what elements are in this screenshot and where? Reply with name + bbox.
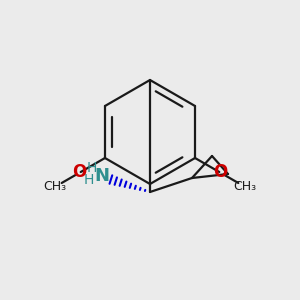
Text: H: H <box>84 173 94 187</box>
Text: N: N <box>94 167 110 185</box>
Text: CH₃: CH₃ <box>43 181 66 194</box>
Text: O: O <box>73 163 87 181</box>
Text: H: H <box>87 161 97 175</box>
Text: CH₃: CH₃ <box>234 181 257 194</box>
Text: O: O <box>213 163 227 181</box>
